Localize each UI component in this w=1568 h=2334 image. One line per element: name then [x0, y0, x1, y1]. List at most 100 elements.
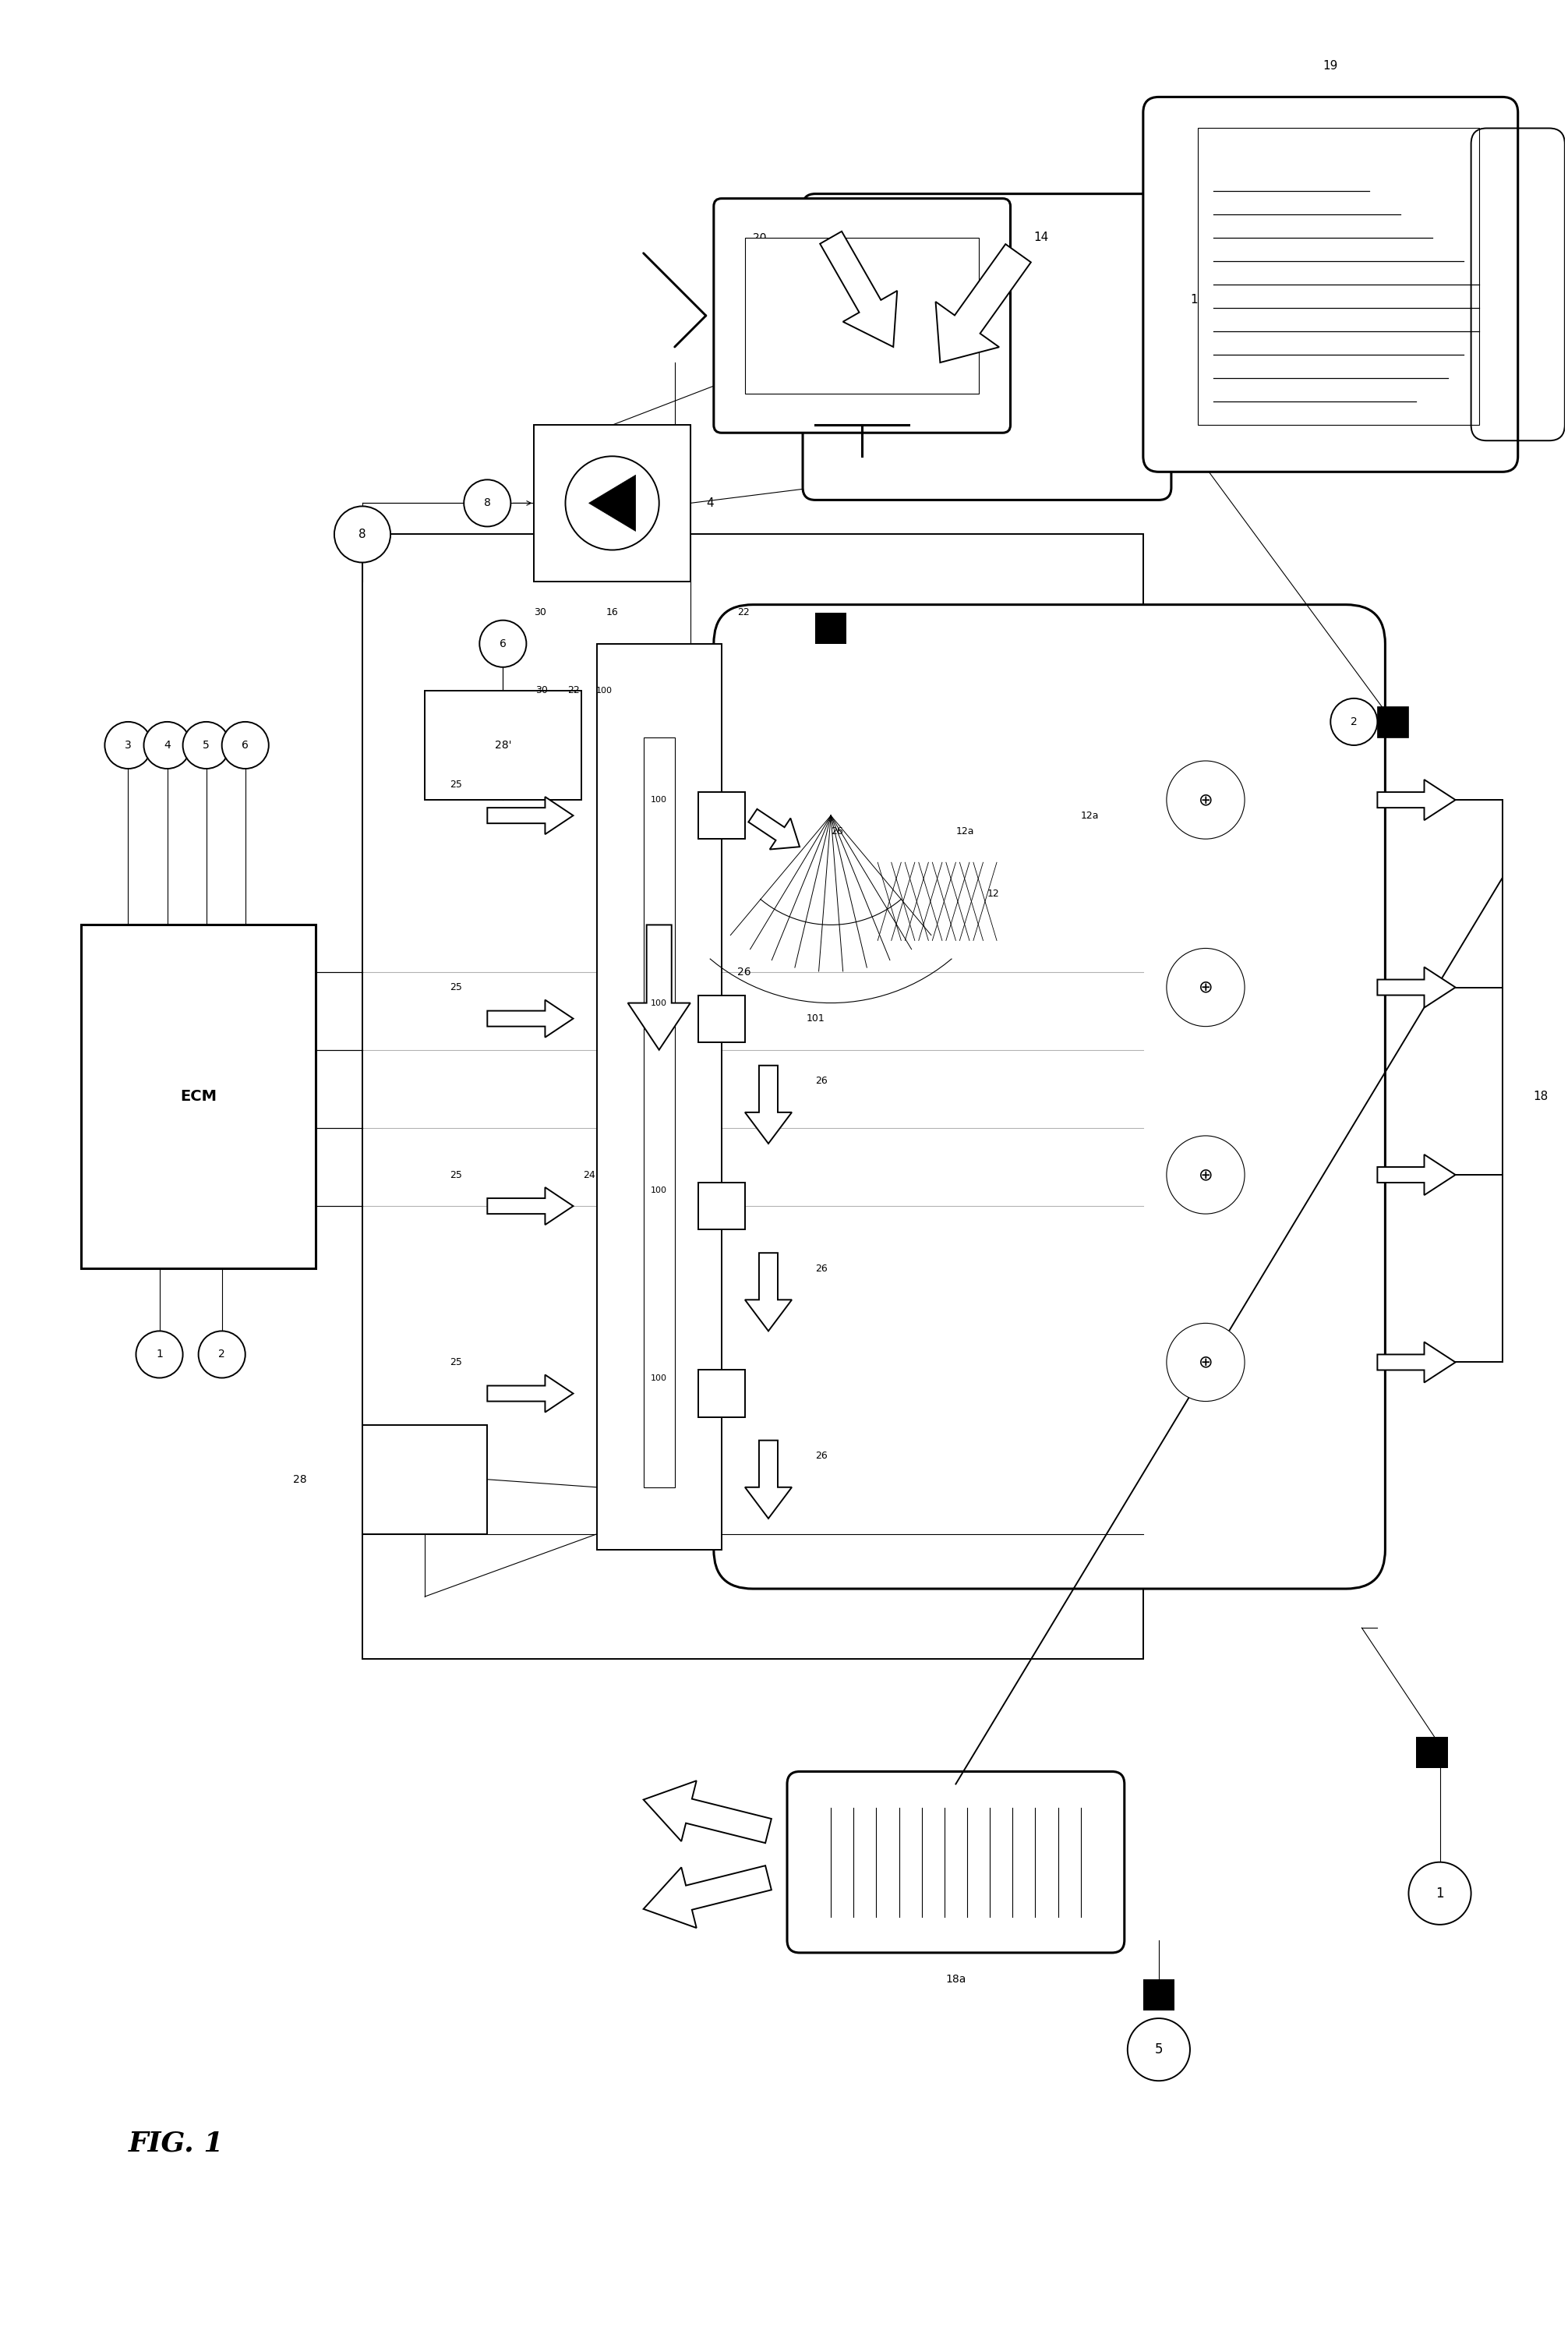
Bar: [1198, 128, 1479, 425]
Bar: [535, 425, 690, 581]
FancyBboxPatch shape: [1143, 98, 1518, 471]
Text: 14: 14: [1033, 231, 1049, 243]
Text: 8: 8: [485, 497, 491, 509]
Text: 22: 22: [568, 686, 579, 696]
Text: ⊕: ⊕: [1198, 1167, 1214, 1183]
Circle shape: [334, 506, 390, 562]
Text: 4: 4: [706, 497, 713, 509]
Polygon shape: [643, 1865, 771, 1928]
Text: 2: 2: [218, 1349, 226, 1361]
Circle shape: [144, 721, 191, 768]
Circle shape: [1167, 761, 1245, 838]
FancyBboxPatch shape: [713, 198, 1010, 432]
Bar: [1416, 1736, 1447, 1769]
Text: ⊕: ⊕: [1198, 980, 1214, 994]
Bar: [362, 1424, 488, 1533]
Bar: [643, 738, 674, 1487]
Bar: [698, 791, 745, 838]
Text: 12a: 12a: [1080, 810, 1099, 822]
Circle shape: [1167, 948, 1245, 1027]
Text: 5: 5: [1154, 2042, 1163, 2056]
Text: 25: 25: [450, 780, 463, 789]
Text: 101: 101: [806, 1013, 825, 1025]
Text: ECM: ECM: [180, 1090, 216, 1104]
Text: 100: 100: [651, 796, 668, 803]
Circle shape: [1127, 2019, 1190, 2082]
Text: 26: 26: [815, 1263, 828, 1274]
Text: 1: 1: [155, 1349, 163, 1361]
Polygon shape: [745, 1064, 792, 1144]
Circle shape: [464, 481, 511, 527]
Polygon shape: [1377, 780, 1455, 819]
Text: 16: 16: [607, 607, 618, 619]
Text: ⊕: ⊕: [1198, 1354, 1214, 1370]
Text: FIG. 1: FIG. 1: [129, 2131, 224, 2157]
Bar: [362, 534, 1143, 1659]
Bar: [425, 691, 582, 801]
Text: 100: 100: [651, 1375, 668, 1382]
Polygon shape: [1377, 1342, 1455, 1382]
FancyBboxPatch shape: [803, 194, 1171, 499]
Polygon shape: [488, 1375, 574, 1412]
Bar: [745, 238, 978, 394]
Text: 19: 19: [1323, 61, 1338, 72]
Bar: [698, 1183, 745, 1230]
Text: 24: 24: [583, 1169, 594, 1181]
Text: 26: 26: [815, 1452, 828, 1461]
Text: 30: 30: [536, 686, 549, 696]
Circle shape: [566, 455, 659, 551]
Text: 22: 22: [737, 607, 750, 619]
Circle shape: [183, 721, 229, 768]
Text: 26: 26: [815, 1076, 828, 1085]
Polygon shape: [488, 1188, 574, 1225]
Text: 2: 2: [1350, 717, 1358, 728]
Bar: [82, 924, 315, 1270]
Text: 100: 100: [651, 1186, 668, 1195]
Polygon shape: [748, 810, 800, 850]
Text: 5: 5: [202, 740, 210, 752]
Circle shape: [1331, 698, 1377, 745]
Text: 10: 10: [543, 1013, 557, 1025]
Circle shape: [480, 621, 527, 668]
Polygon shape: [745, 1440, 792, 1519]
Text: 28: 28: [293, 1475, 307, 1484]
Text: 14: 14: [1190, 294, 1204, 306]
Text: 18a: 18a: [946, 1975, 966, 1984]
Polygon shape: [488, 999, 574, 1036]
Polygon shape: [488, 796, 574, 833]
Text: 26: 26: [737, 966, 751, 978]
Circle shape: [1167, 1323, 1245, 1400]
Text: 18: 18: [1534, 1090, 1549, 1102]
Polygon shape: [643, 1781, 771, 1844]
Circle shape: [1408, 1863, 1471, 1926]
Bar: [1377, 707, 1408, 738]
Text: 4: 4: [163, 740, 171, 752]
Text: 6: 6: [500, 637, 506, 649]
Text: 12: 12: [986, 889, 999, 899]
Circle shape: [221, 721, 268, 768]
Text: 100: 100: [651, 999, 668, 1006]
Text: 6: 6: [241, 740, 249, 752]
Circle shape: [105, 721, 152, 768]
Text: 30: 30: [535, 607, 547, 619]
Polygon shape: [1377, 966, 1455, 1008]
Text: 100: 100: [596, 686, 613, 696]
Bar: [1143, 1979, 1174, 2010]
Text: P: P: [811, 261, 818, 275]
Polygon shape: [590, 476, 635, 532]
Polygon shape: [820, 231, 897, 348]
Bar: [698, 994, 745, 1041]
Text: 26: 26: [831, 826, 844, 836]
Bar: [596, 644, 721, 1550]
Text: 8: 8: [359, 527, 367, 539]
Text: ⊕: ⊕: [1198, 791, 1214, 808]
Circle shape: [1167, 1137, 1245, 1214]
Polygon shape: [1377, 1155, 1455, 1195]
Text: 25: 25: [450, 1356, 463, 1368]
Text: 28': 28': [494, 740, 511, 752]
Text: 25: 25: [450, 1169, 463, 1181]
Bar: [698, 1370, 745, 1417]
Text: 1: 1: [1436, 1886, 1444, 1900]
Polygon shape: [936, 245, 1030, 362]
Polygon shape: [745, 1253, 792, 1330]
